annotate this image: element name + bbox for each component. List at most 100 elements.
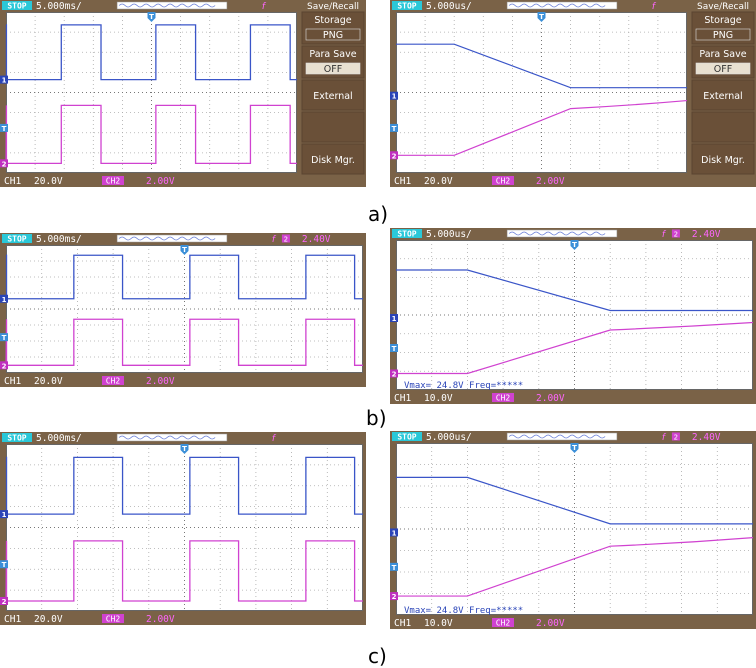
trigger-level-marker [390,344,398,352]
ch1-trace [396,269,753,312]
trigger-level-label: T [392,564,397,572]
scope-b-left: T 1 2 T STOP 5.000ms/f 2 2.40V CH1 20.0V CH2 2.00V [0,233,366,387]
trigger-channel-badge [671,229,680,238]
ch1-label: CH1 [4,614,21,625]
ch1-trace [396,43,687,89]
softkey-label: External [313,91,352,102]
scope-c-left: T 1 2 T STOP 5.000ms/f CH1 20.0V CH2 2.00V [0,432,366,625]
timebase-readout: 5.000ms/ [36,1,82,12]
softkey-0 [301,11,365,45]
memory-position-bar [506,229,618,238]
softkey-label: External [703,91,742,102]
ch1-label: CH1 [394,393,411,404]
ch2-scale-readout: 2.00V [536,393,565,404]
ch2-ground-marker [0,159,8,168]
ch2-scale-readout: 2.00V [536,618,565,629]
trigger-position-marker [537,12,546,22]
ch1-label: CH1 [394,176,411,187]
ch2-label: CH2 [496,177,511,186]
softkey-label: PNG [713,30,733,41]
scope-screen-c-left: T 1 2 T STOP 5.000ms/f CH1 20.0V CH2 2.00V [0,432,366,625]
run-status-text: STOP [397,230,416,239]
softkey-2 [691,79,755,111]
trigger-level-label: T [2,125,7,133]
run-status-text: STOP [397,433,416,442]
ch1-trace [5,456,363,515]
menu-title: Save/Recall [697,2,749,12]
bottom-status-bar [0,374,366,387]
trigger-level-label: T [392,125,397,133]
memory-waveform-preview [508,434,606,439]
softkey-value-box [305,28,361,41]
trigger-level-label: T [392,345,397,353]
trigger-source-icon: f [652,2,657,12]
scope-screen-a-left: T 1 2 T STOP 5.000ms/f CH1 20.0V CH2 2.00V Save/Re… [0,0,366,187]
ch2-label-badge [492,618,514,627]
ch2-ground-marker [0,596,8,605]
softkey-0 [691,11,755,45]
scope-c-right: T 1 2 T STOP 5.000us/f 2 2.40V CH1 10.0V CH2 2.00V V… [390,431,756,629]
waveform-area [396,240,753,390]
ch2-marker-label: 2 [2,362,7,370]
ch2-label-badge [102,376,124,385]
ch1-marker-label: 1 [392,529,397,537]
ch2-label-badge [492,176,514,185]
softkey-label: OFF [324,64,342,75]
softkey-3 [691,111,755,143]
softkey-4 [301,143,365,175]
trigger-marker-label: T [182,445,187,453]
run-status-text: STOP [7,2,26,11]
ch2-label-badge [102,614,124,623]
memory-position-bar [116,1,228,10]
trigger-position-marker [570,443,579,453]
trigger-level-readout: 2.40V [692,432,721,443]
memory-position-bar [116,433,228,442]
ch1-ground-marker [0,510,8,519]
timebase-readout: 5.000us/ [426,1,472,12]
ch1-ground-marker [390,528,398,537]
measurement-readout: Vmax= 24.8V Freq=***** [404,606,523,616]
softkey-label: OFF [714,64,732,75]
softkey-value-box [695,28,751,41]
figure-label-a: a) [368,202,389,226]
trigger-position-marker [180,444,189,454]
softkey-label: Disk Mgr. [701,155,745,166]
bottom-status-bar [390,391,756,404]
ch1-ground-marker [390,314,398,322]
trigger-level-label: T [2,561,7,569]
trigger-channel-label: 2 [674,434,678,442]
ch1-marker-label: 1 [2,511,7,519]
menu-title: Save/Recall [307,2,359,12]
ch1-scale-readout: 10.0V [424,393,453,404]
ch1-ground-marker [0,294,8,303]
trigger-channel-label: 2 [284,236,288,244]
ch1-trace [5,254,363,300]
run-status-badge [2,1,32,10]
waveform-area [396,443,753,615]
trigger-position-marker [180,245,189,255]
ch2-marker-label: 2 [2,598,7,606]
trigger-channel-badge [671,432,680,441]
ch2-scale-readout: 2.00V [536,176,565,187]
ch2-ground-marker [0,361,8,370]
run-status-badge [2,234,32,243]
softkey-3 [301,111,365,143]
softkey-value-box [305,62,361,75]
run-status-badge [2,433,32,442]
bottom-status-bar [390,616,756,629]
figure-label-c: c) [368,644,387,668]
trigger-level-marker [390,562,398,571]
ch1-marker-label: 1 [2,77,7,85]
memory-waveform-preview [118,236,216,241]
ch2-label-badge [492,393,514,402]
trigger-level-marker [390,123,398,132]
memory-position-bar [116,234,228,243]
trigger-position-marker [147,12,156,22]
ch2-label: CH2 [106,377,121,386]
trigger-source-icon: f [662,230,667,240]
softkey-label: Storage [314,15,351,26]
softkey-label: Disk Mgr. [311,155,355,166]
ch2-trace [396,321,754,375]
